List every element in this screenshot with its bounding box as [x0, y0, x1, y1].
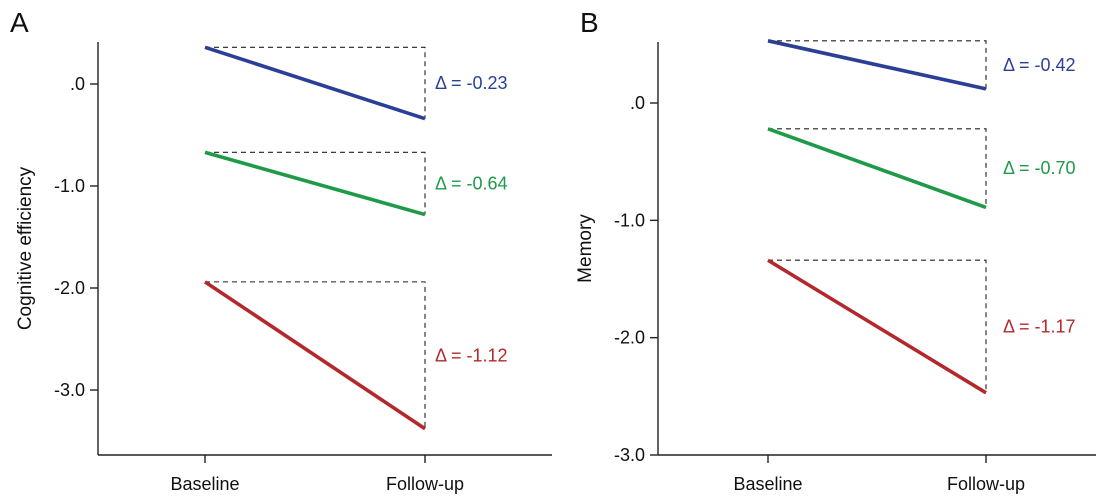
series-line-b-0 [767, 39, 987, 91]
delta-label-a-1: Δ = -0.64 [435, 173, 508, 193]
x-tick-label-a: Follow-up [386, 474, 464, 494]
panel-a: A .0 -1.0 -2.0 -3.0 Baseline Follow-up Cognitiv… [10, 7, 552, 494]
reference-dashed-line-a-0 [205, 46, 426, 119]
y-axis-title-a: Cognitive efficiency [15, 166, 36, 330]
series-line-a-2 [204, 280, 426, 431]
y-tick-label-b: .0 [630, 93, 645, 113]
y-tick-label-a: .0 [70, 74, 85, 94]
x-tick-label-a: Baseline [170, 474, 239, 494]
series-line-a-0 [204, 45, 426, 121]
y-tick-label-a: -3.0 [54, 380, 85, 400]
delta-label-b-1: Δ = -0.70 [1003, 158, 1076, 178]
reference-dashed-line-a-2 [205, 281, 426, 429]
y-tick-label-b: -2.0 [614, 328, 645, 348]
y-tick-label-a: -1.0 [54, 176, 85, 196]
series-line-a-1 [204, 150, 426, 217]
series-line-b-1 [767, 127, 987, 210]
delta-label-a-2: Δ = -1.12 [435, 345, 508, 365]
reference-dashed-line-b-0 [768, 40, 987, 89]
series-line-b-2 [767, 258, 987, 395]
delta-label-b-0: Δ = -0.42 [1003, 55, 1076, 75]
panel-b: B .0 -1.0 -2.0 -3.0 Baseline Follow-up Memory Δ … [575, 7, 1096, 494]
reference-dashed-line-b-1 [768, 128, 987, 208]
y-tick-label-a: -2.0 [54, 278, 85, 298]
panel-letter-a: A [10, 7, 29, 38]
y-tick-label-b: -1.0 [614, 210, 645, 230]
delta-label-a-0: Δ = -0.23 [435, 73, 508, 93]
delta-label-b-2: Δ = -1.17 [1003, 317, 1076, 337]
y-tick-label-b: -3.0 [614, 445, 645, 465]
panel-letter-b: B [580, 7, 599, 38]
reference-dashed-line-a-1 [205, 151, 426, 215]
y-axis-title-b: Memory [575, 214, 596, 283]
x-tick-label-b: Baseline [733, 474, 802, 494]
x-tick-label-b: Follow-up [947, 474, 1025, 494]
reference-dashed-line-b-2 [768, 259, 987, 393]
